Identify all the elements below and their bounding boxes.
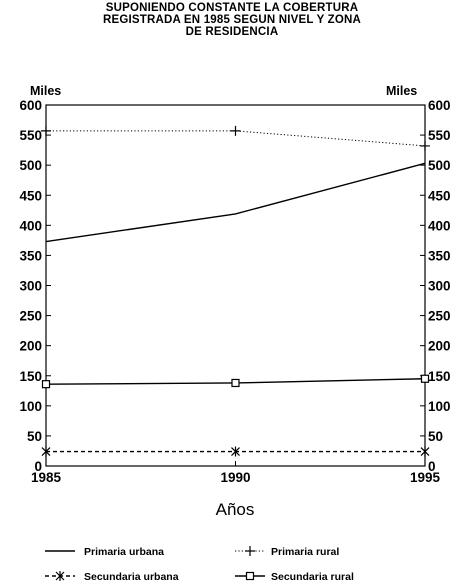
series-line bbox=[46, 130, 426, 147]
series-4 bbox=[41, 374, 430, 389]
plot-frame bbox=[45, 104, 426, 467]
x-tick-label: 1995 bbox=[410, 470, 441, 485]
series-1 bbox=[45, 162, 426, 243]
star-marker bbox=[231, 446, 240, 457]
y-tick-label-left: 350 bbox=[19, 248, 42, 263]
y-tick-label-right: 450 bbox=[428, 188, 451, 203]
y-unit-left: Miles bbox=[30, 84, 61, 98]
y-tick-label-right: 550 bbox=[428, 128, 451, 143]
y-tick-label-right: 200 bbox=[428, 339, 451, 354]
y-tick-label-left: 500 bbox=[19, 158, 42, 173]
star-marker bbox=[420, 446, 430, 457]
x-axis-title: Años bbox=[216, 500, 255, 519]
legend-item-3: Secundaria urbana bbox=[45, 571, 179, 583]
plus-marker bbox=[41, 125, 51, 136]
legend-label: Secundaria urbana bbox=[84, 571, 179, 583]
legend-item-1: Primaria urbana bbox=[45, 546, 164, 558]
chart-title: SUPONIENDO CONSTANTE LA COBERTURA REGIST… bbox=[0, 2, 464, 38]
series-2 bbox=[41, 125, 430, 151]
y-tick-label-left: 200 bbox=[19, 339, 42, 354]
x-tick-label: 1985 bbox=[31, 470, 62, 485]
legend-label: Primaria urbana bbox=[84, 546, 164, 558]
y-tick-label-right: 350 bbox=[428, 248, 451, 263]
y-tick-label-left: 50 bbox=[27, 429, 42, 444]
y-tick-label-left: 150 bbox=[19, 369, 42, 384]
y-tick-label-right: 150 bbox=[428, 369, 451, 384]
series-3 bbox=[41, 446, 430, 457]
square-marker bbox=[420, 374, 430, 383]
y-tick-label-right: 500 bbox=[428, 158, 451, 173]
chart-title-line-3: DE RESIDENCIA bbox=[185, 26, 279, 38]
legend-item-2: Primaria rural bbox=[235, 546, 339, 558]
chart-title-line-2: REGISTRADA EN 1985 SEGUN NIVEL Y ZONA bbox=[102, 14, 362, 26]
chart-title-line-1: SUPONIENDO CONSTANTE LA COBERTURA bbox=[105, 2, 359, 14]
y-tick-label-right: 50 bbox=[428, 429, 443, 444]
y-tick-label-left: 450 bbox=[19, 188, 42, 203]
y-tick-label-right: 250 bbox=[428, 309, 451, 324]
y-tick-label-right: 600 bbox=[428, 98, 451, 113]
y-tick-label-left: 100 bbox=[19, 399, 42, 414]
y-tick-label-left: 250 bbox=[19, 309, 42, 324]
plus-marker bbox=[230, 125, 241, 136]
y-tick-label-right: 100 bbox=[428, 399, 451, 414]
series-line bbox=[45, 162, 426, 243]
star-marker bbox=[41, 446, 51, 457]
square-marker bbox=[245, 571, 255, 581]
plus-marker bbox=[420, 140, 430, 151]
plus-marker bbox=[245, 546, 255, 556]
legend-item-4: Secundaria rural bbox=[235, 571, 354, 583]
y-tick-label-left: 400 bbox=[19, 218, 42, 233]
y-tick-label-left: 300 bbox=[19, 279, 42, 294]
y-tick-label-right: 300 bbox=[428, 279, 451, 294]
legend-label: Primaria rural bbox=[271, 546, 339, 558]
x-tick-label: 1990 bbox=[220, 470, 250, 485]
y-tick-label-left: 550 bbox=[19, 128, 42, 143]
y-tick-label-right: 400 bbox=[428, 218, 451, 233]
y-tick-label-right: 0 bbox=[428, 459, 436, 474]
square-marker bbox=[231, 378, 240, 388]
y-unit-right: Miles bbox=[386, 84, 417, 98]
y-tick-label-left: 0 bbox=[34, 459, 42, 474]
legend-label: Secundaria rural bbox=[271, 571, 354, 583]
square-marker bbox=[41, 380, 51, 389]
star-marker bbox=[55, 571, 65, 581]
y-tick-label-left: 600 bbox=[19, 98, 42, 113]
